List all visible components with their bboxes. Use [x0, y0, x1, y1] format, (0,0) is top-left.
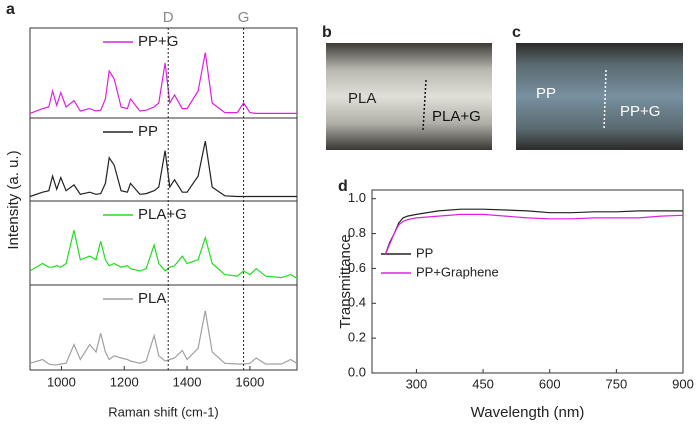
series-line: [384, 208, 683, 255]
subpanel: [29, 284, 298, 371]
series-line: [29, 310, 298, 366]
x-tick-label: 450: [472, 376, 494, 391]
photo-b: [326, 43, 492, 150]
series-line: [29, 140, 297, 198]
legend-label: PP: [416, 245, 433, 260]
legend-label: PP: [138, 123, 158, 140]
y-axis-label: Intensity (a. u.): [5, 150, 22, 249]
photo-label: PLA+G: [432, 108, 481, 125]
x-tick-label: 600: [539, 376, 561, 391]
annotation-label: D: [163, 9, 174, 26]
y-tick-label: 0.4: [348, 295, 366, 310]
x-axis-label: Raman shift (cm-1): [108, 404, 219, 419]
legend-label: PLA+G: [138, 206, 187, 223]
x-axis-label: Wavelength (nm): [471, 404, 585, 421]
x-tick-label: 1000: [47, 374, 76, 389]
y-tick-label: 0.8: [348, 225, 366, 240]
legend-label: PLA: [138, 290, 166, 307]
photo-label: PP+G: [620, 103, 660, 120]
y-axis-label: Transmittance: [337, 234, 354, 328]
photo-label: PP: [536, 85, 556, 102]
series-line: [384, 213, 684, 255]
legend-label: PP+G: [138, 33, 178, 50]
x-tick-label: 1200: [110, 374, 139, 389]
x-tick-label: 300: [406, 376, 428, 391]
y-tick-label: 0.0: [348, 364, 366, 379]
legend-label: PP+Graphene: [416, 264, 499, 279]
panel-letter: a: [6, 1, 15, 18]
y-tick-label: 1.0: [348, 190, 366, 205]
panel-letter: b: [322, 24, 332, 41]
panel-letter: d: [338, 178, 348, 195]
photo-c: [516, 43, 683, 150]
series-line: [29, 52, 297, 114]
annotation-label: G: [238, 9, 250, 26]
panel-letter: c: [512, 24, 521, 41]
plot-frame: [371, 189, 684, 374]
boundary: [422, 79, 427, 131]
x-tick-label: 1600: [235, 374, 264, 389]
series-line: [29, 230, 298, 279]
x-tick-label: 750: [606, 376, 628, 391]
x-tick-label: 900: [672, 376, 694, 391]
y-tick-label: 0.6: [348, 260, 366, 275]
x-tick-label: 1400: [173, 374, 202, 389]
y-tick-label: 0.2: [348, 330, 366, 345]
photo-label: PLA: [348, 90, 376, 107]
